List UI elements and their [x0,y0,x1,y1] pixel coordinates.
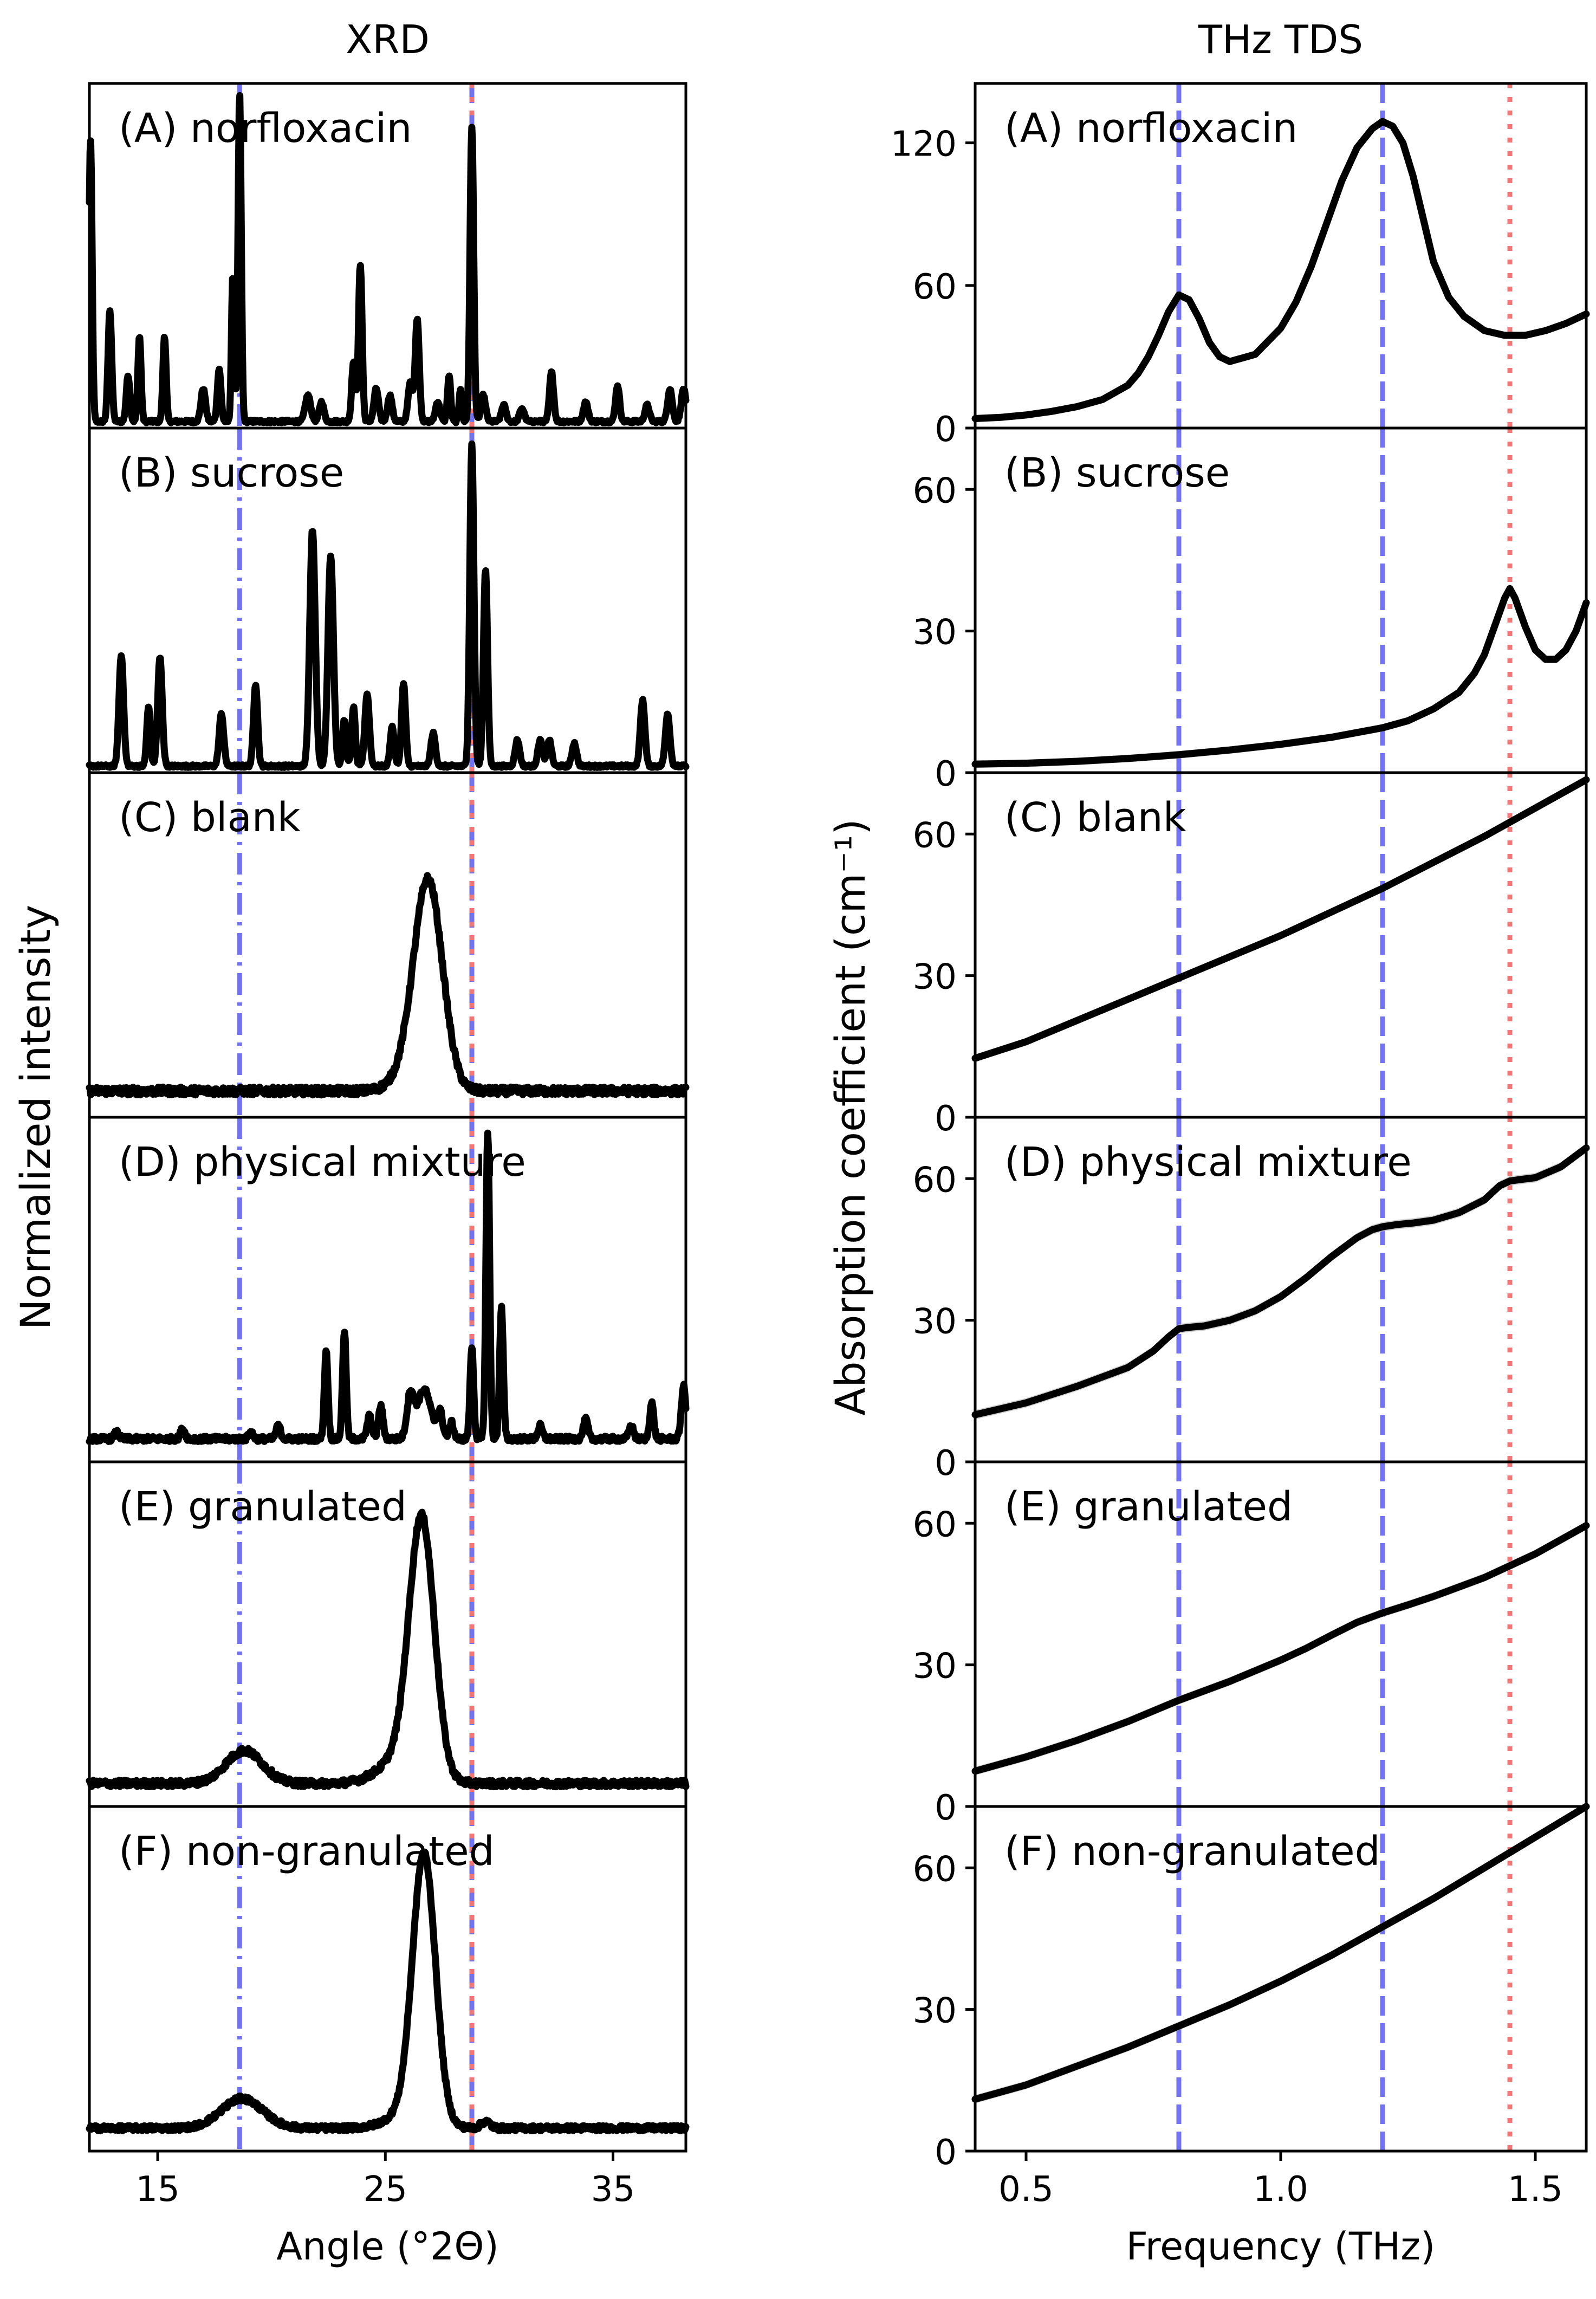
thz-y-tick-label: 30 [913,1302,957,1342]
thz-y-tick-label: 30 [913,613,957,653]
thz-data-line [971,118,1590,422]
thz-y-tick-label: 60 [913,1505,957,1545]
xrd-panel-label: (A) norfloxacin [119,105,412,152]
xrd-chart: (A) norfloxacin (B) sucrose (C) blank (D) p… [86,82,690,2210]
thz-data-line [971,1522,1590,1775]
thz-y-axis-label: Absorption coefficient (cm⁻¹) [826,819,874,1416]
thz-y-tick-label: 0 [935,1788,957,1828]
thz-panel-label: (D) physical mixture [1004,1139,1412,1186]
thz-x-tick-label: 1.5 [1508,2170,1563,2210]
xrd-panel-label: (C) blank [119,794,301,841]
thz-x-axis-label: Frequency (THz) [1126,2224,1436,2269]
thz-data-line [971,1144,1590,1419]
thz-y-tick-label: 30 [913,1647,957,1687]
thz-x-tick-label: 1.0 [1253,2170,1308,2210]
thz-y-tick-label: 0 [935,1099,957,1139]
thz-panel-label: (E) granulated [1004,1484,1293,1530]
thz-column-title: THz TDS [1198,17,1363,62]
thz-y-tick-label: 0 [935,2133,957,2173]
thz-y-tick-label: 30 [913,1991,957,2031]
thz-data-line [971,776,1590,1062]
xrd-x-tick-label: 15 [135,2170,179,2210]
thz-panel: 0 30 60 (D) physical mixture [913,1116,1590,1484]
xrd-panel: (D) physical mixture [86,1116,690,1463]
thz-y-tick-label: 0 [935,754,957,794]
thz-y-tick-label: 60 [913,1160,957,1200]
thz-panel-label: (B) sucrose [1004,450,1230,496]
xrd-panel: (C) blank [86,771,690,1119]
xrd-column-title: XRD [346,17,430,62]
thz-y-tick-label: 60 [913,267,957,307]
xrd-panel-label: (F) non-granulated [119,1828,495,1875]
xrd-panel: (B) sucrose [86,426,690,774]
xrd-panel-frame [88,1805,687,2153]
xrd-data-line [86,92,690,426]
xrd-panel: (F) non-granulated [86,1805,690,2153]
xrd-data-line [86,440,690,771]
thz-y-tick-label: 60 [913,471,957,511]
thz-x-tick-label: 0.5 [998,2170,1054,2210]
thz-y-tick-label: 60 [913,1849,957,1889]
xrd-panel-label: (B) sucrose [119,450,344,496]
xrd-y-axis-label: Normalized intensity [11,905,60,1330]
thz-panel: 0 30 60 (C) blank [913,771,1590,1139]
thz-y-tick-label: 0 [935,1443,957,1484]
thz-panel-label: (F) non-granulated [1004,1828,1380,1875]
xrd-data-line [86,1848,690,2134]
xrd-panel-label: (D) physical mixture [119,1139,526,1186]
thz-y-tick-label: 60 [913,815,957,856]
xrd-x-tick-label: 35 [591,2170,635,2210]
thz-data-line [971,585,1590,768]
xrd-data-line [86,1508,690,1791]
thz-panel-label: (C) blank [1004,794,1186,841]
xrd-panel: (A) norfloxacin [86,82,690,430]
thz-panel: 0 30 60 (F) non-granulated [913,1802,1590,2173]
xrd-panel-label: (E) granulated [119,1484,407,1530]
thz-y-tick-label: 0 [935,410,957,450]
thz-panel-label: (A) norfloxacin [1004,105,1297,152]
xrd-data-line [86,872,690,1099]
thz-y-tick-label: 120 [891,125,957,165]
thz-chart: 0 60 120 (A) norfloxacin 0 30 60 (B) sucrose 0 30… [891,82,1590,2210]
thz-data-line [971,1803,1590,2103]
xrd-panel: (E) granulated [86,1460,690,1808]
thz-y-tick-label: 30 [913,957,957,998]
xrd-data-line [86,1129,690,1445]
xrd-x-tick-label: 25 [364,2170,407,2210]
xrd-x-axis-label: Angle (°2Θ) [276,2224,499,2269]
